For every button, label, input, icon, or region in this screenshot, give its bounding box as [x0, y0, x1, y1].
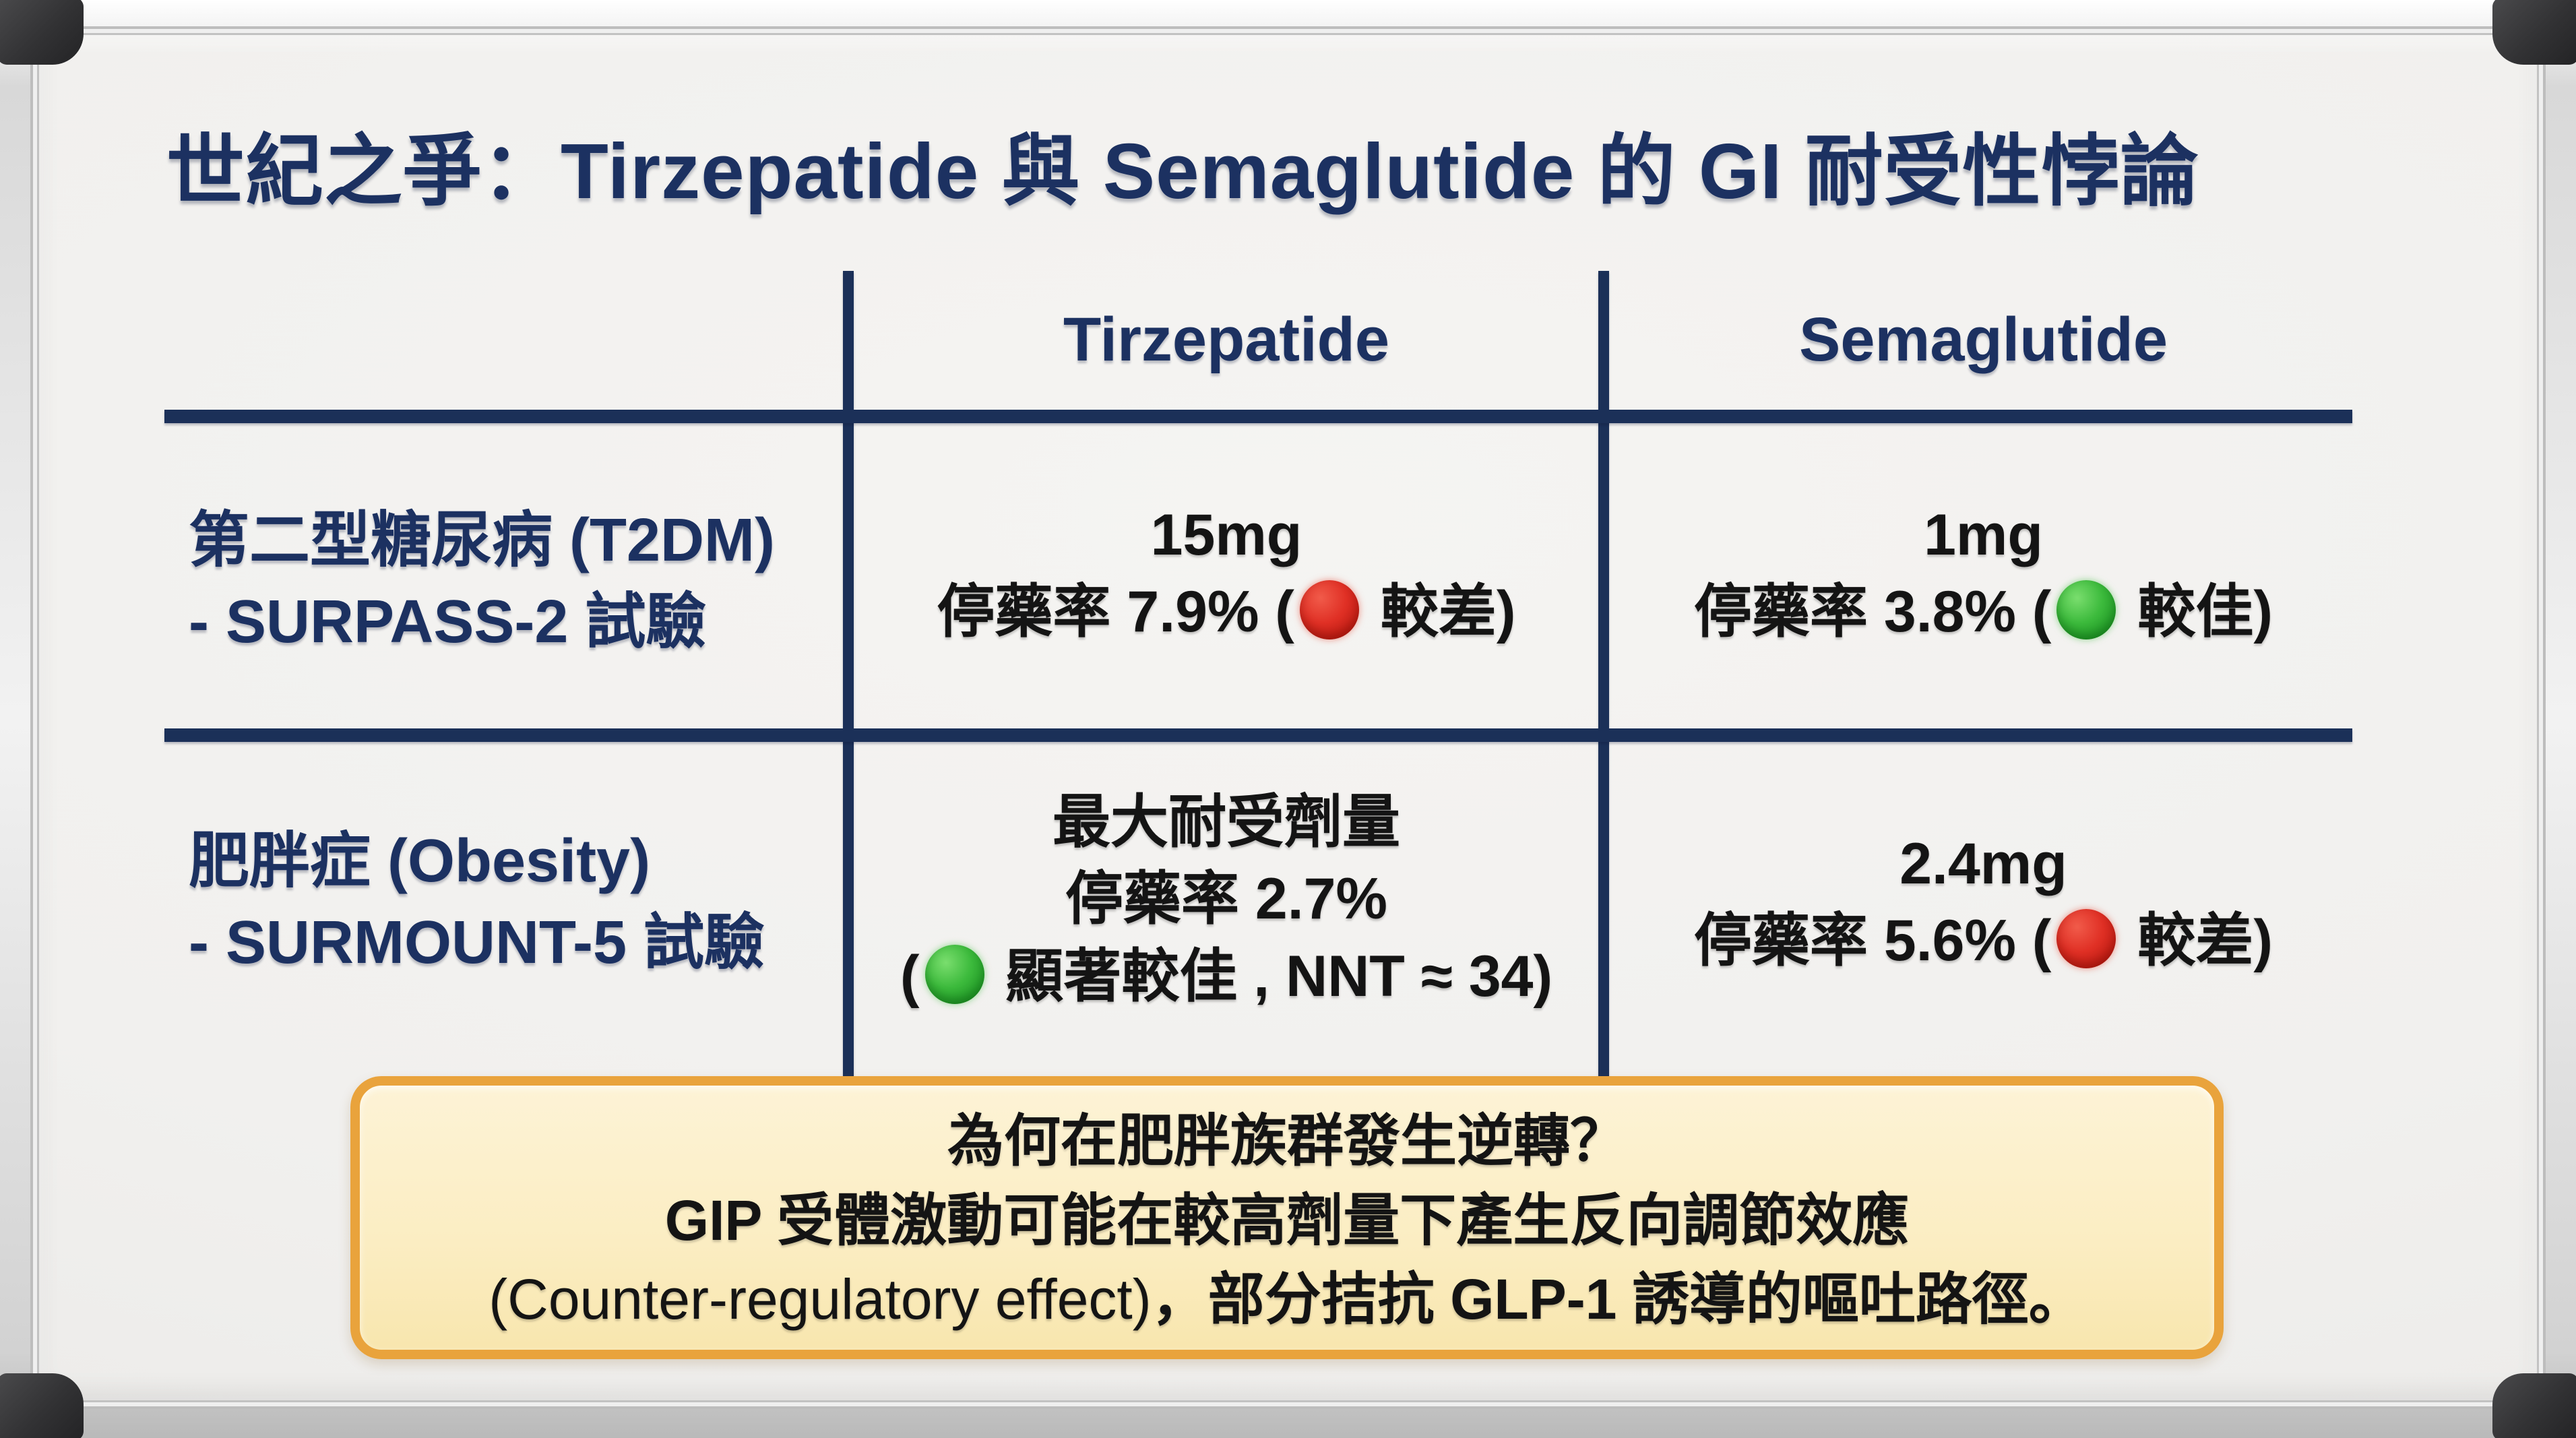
dose-value: 最大耐受劑量: [1053, 790, 1400, 854]
red-circle-icon: [1299, 580, 1359, 640]
row-label-obesity: 肥胖症 (Obesity) - SURMOUNT-5 試驗: [189, 821, 849, 983]
result-text: 較差): [2121, 908, 2273, 974]
frame-corner-cap: [0, 1373, 84, 1438]
note-line-detail: (Counter-regulatory effect)，部分拮抗 GLP-1 誘…: [360, 1260, 2214, 1340]
dose-value: 2.4mg: [1899, 832, 2067, 896]
note-english-term: (Counter-regulatory effect): [489, 1268, 1152, 1332]
table-vertical-divider-1: [843, 271, 854, 1076]
result-text: 顯著較佳 , NNT ≈ 34): [989, 943, 1553, 1009]
green-circle-icon: [924, 944, 984, 1004]
result-text: 停藥率 3.8% (: [1694, 580, 2052, 645]
row-label-line: 第二型糖尿病 (T2DM): [189, 507, 775, 574]
dose-value: 15mg: [1150, 503, 1302, 567]
dose-value: 1mg: [1924, 503, 2043, 567]
row-label-t2dm: 第二型糖尿病 (T2DM) - SURPASS-2 試驗: [189, 500, 849, 662]
frame-corner-cap: [0, 0, 84, 65]
red-circle-icon: [2056, 909, 2116, 969]
frame-corner-cap: [2492, 0, 2576, 65]
row-label-line: 肥胖症 (Obesity): [189, 827, 651, 895]
result-text: 停藥率 5.6% (: [1694, 908, 2052, 974]
table-vertical-divider-2: [1598, 271, 1609, 1076]
row-label-line: - SURMOUNT-5 試驗: [189, 908, 765, 976]
note-line-mechanism: GIP 受體激動可能在較高劑量下產生反向調節效應: [664, 1188, 1910, 1252]
note-line-question: 為何在肥胖族群發生逆轉？: [947, 1109, 1627, 1173]
table-horizontal-divider-2: [164, 728, 2352, 742]
result-text: 停藥率 7.9% (: [937, 580, 1294, 645]
green-circle-icon: [2056, 580, 2116, 640]
explanation-note-box: 為何在肥胖族群發生逆轉？ GIP 受體激動可能在較高劑量下產生反向調節效應 (C…: [350, 1076, 2224, 1359]
row-label-line: - SURPASS-2 試驗: [189, 588, 707, 656]
column-header-tirzepatide: Tirzepatide: [1063, 305, 1389, 374]
column-header-semaglutide: Semaglutide: [1798, 305, 2168, 374]
rate-value: 停藥率 2.7%: [1065, 867, 1387, 932]
frame-corner-cap: [2492, 1373, 2576, 1438]
table-horizontal-divider-1: [164, 410, 2352, 423]
result-text: 較差): [1364, 580, 1516, 645]
result-text: 較佳): [2121, 580, 2273, 645]
cell-obesity-tirzepatide: 最大耐受劑量 停藥率 2.7% ( 顯著較佳 , NNT ≈ 34): [846, 784, 1607, 1015]
cell-t2dm-semaglutide: 1mg 停藥率 3.8% ( 較佳): [1614, 497, 2352, 651]
result-line: ( 顯著較佳 , NNT ≈ 34): [846, 938, 1607, 1015]
page-title: 世紀之爭：Tirzepatide 與 Semaglutide 的 GI 耐受性悖…: [166, 127, 2199, 215]
cell-t2dm-tirzepatide: 15mg 停藥率 7.9% ( 較差): [859, 497, 1594, 651]
result-line: 停藥率 5.6% ( 較差): [1614, 902, 2352, 979]
result-line: 停藥率 7.9% ( 較差): [859, 573, 1594, 650]
cell-obesity-semaglutide: 2.4mg 停藥率 5.6% ( 較差): [1614, 825, 2352, 980]
result-line: 停藥率 3.8% ( 較佳): [1614, 573, 2352, 650]
result-text: (: [900, 943, 920, 1009]
note-chinese-detail: ，部分拮抗 GLP-1 誘導的嘔吐路徑。: [1151, 1268, 2085, 1332]
